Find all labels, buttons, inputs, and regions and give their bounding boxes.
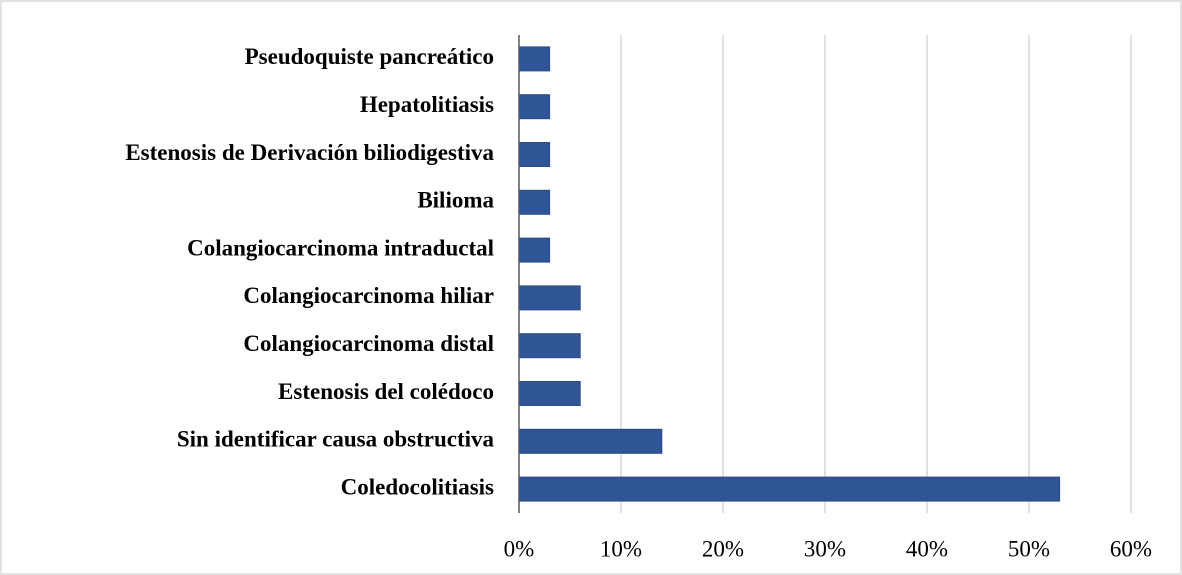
y-tick-label: Colangiocarcinoma hiliar [243,283,494,308]
bar [518,237,551,263]
bar [518,428,663,454]
x-tick-label: 20% [702,536,744,561]
bar [518,476,1061,502]
y-tick-label: Colangiocarcinoma intraductal [187,235,494,260]
y-tick-label: Hepatolitiasis [360,92,494,117]
bar [518,381,581,406]
y-tick-label: Estenosis de Derivación biliodigestiva [125,140,494,165]
bar [518,46,551,72]
x-tick-label: 10% [600,536,642,561]
y-tick-label: Pseudoquiste pancreático [245,44,494,69]
y-tick-label: Bilioma [417,188,494,213]
bar [518,189,551,215]
y-tick-label: Coledocolitiasis [341,474,494,499]
bar [518,142,551,167]
y-tick-label: Colangiocarcinoma distal [243,331,494,356]
y-tick-label: Sin identificar causa obstructiva [177,427,495,452]
bar [518,94,551,120]
bar [518,285,581,311]
y-tick-label: Estenosis del colédoco [278,379,494,404]
x-tick-label: 50% [1008,536,1050,561]
x-tick-label: 30% [804,536,846,561]
x-tick-label: 0% [504,536,535,561]
x-tick-label: 40% [906,536,948,561]
bar [518,333,581,359]
x-tick-label: 60% [1110,536,1152,561]
